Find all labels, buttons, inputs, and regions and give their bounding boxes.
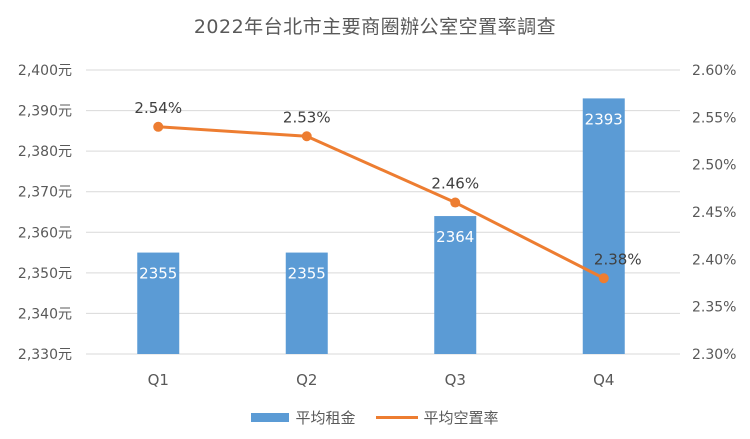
category-label: Q2 bbox=[296, 371, 317, 389]
right-axis-vacancy: 2.60% 2.55% 2.50% 2.45% 2.40% 2.35% 2.30% bbox=[692, 63, 736, 363]
left-tick-label: 2,350元 bbox=[18, 266, 72, 282]
legend-item-vacancy[interactable]: 平均空置率 bbox=[375, 407, 499, 428]
bar-value-label: 2393 bbox=[585, 110, 623, 128]
bar-value-label: 2355 bbox=[288, 265, 326, 283]
line-value-label: 2.54% bbox=[134, 99, 182, 117]
bar-q4[interactable] bbox=[582, 98, 625, 355]
line-value-label: 2.38% bbox=[594, 250, 642, 268]
legend: 平均租金 平均空置率 bbox=[0, 407, 750, 428]
bar-value-label: 2364 bbox=[436, 228, 474, 246]
line-value-label: 2.53% bbox=[283, 108, 331, 126]
right-tick-label: 2.50% bbox=[692, 158, 736, 174]
bar-swatch-icon bbox=[251, 413, 290, 422]
vacancy-line bbox=[158, 125, 605, 280]
left-tick-label: 2,360元 bbox=[18, 225, 72, 241]
bar-value-label: 2355 bbox=[139, 265, 177, 283]
left-tick-label: 2,400元 bbox=[18, 63, 72, 79]
left-axis-rent: 2,400元 2,390元 2,380元 2,370元 2,360元 2,350元 2,34… bbox=[18, 63, 72, 363]
left-tick-label: 2,390元 bbox=[18, 104, 72, 120]
right-tick-label: 2.40% bbox=[692, 252, 736, 268]
bar-q1[interactable] bbox=[137, 252, 180, 354]
line-marker-q4[interactable] bbox=[598, 273, 609, 284]
left-tick-label: 2,340元 bbox=[18, 306, 72, 322]
right-tick-label: 2.35% bbox=[692, 300, 736, 316]
right-tick-label: 2.60% bbox=[692, 63, 736, 79]
line-marker-q2[interactable] bbox=[301, 131, 312, 142]
right-tick-label: 2.30% bbox=[692, 347, 736, 363]
category-label: Q3 bbox=[445, 371, 466, 389]
category-label: Q4 bbox=[593, 371, 614, 389]
line-series-vacancy: 2.54% 2.53% 2.46% 2.38% bbox=[134, 99, 642, 284]
line-swatch-icon bbox=[375, 416, 418, 419]
legend-item-rent[interactable]: 平均租金 bbox=[251, 407, 356, 428]
legend-label-rent: 平均租金 bbox=[295, 409, 356, 427]
bar-q3[interactable] bbox=[434, 216, 477, 354]
right-tick-label: 2.55% bbox=[692, 110, 736, 126]
bar-series-rent: 2355 2355 2364 2393 bbox=[137, 98, 625, 355]
category-label: Q1 bbox=[148, 371, 169, 389]
left-tick-label: 2,330元 bbox=[18, 347, 72, 363]
line-marker-q3[interactable] bbox=[450, 197, 461, 208]
left-tick-label: 2,380元 bbox=[18, 144, 72, 160]
gridlines bbox=[86, 69, 680, 355]
right-tick-label: 2.45% bbox=[692, 205, 736, 221]
line-value-label: 2.46% bbox=[431, 175, 479, 193]
x-axis-categories: Q1 Q2 Q3 Q4 bbox=[148, 371, 615, 389]
bar-q2[interactable] bbox=[285, 252, 328, 354]
line-marker-q1[interactable] bbox=[153, 121, 164, 132]
legend-label-vacancy: 平均空置率 bbox=[423, 409, 499, 427]
chart-title: 2022年台北市主要商圈辦公室空置率調查 bbox=[193, 16, 557, 38]
left-tick-label: 2,370元 bbox=[18, 185, 72, 201]
